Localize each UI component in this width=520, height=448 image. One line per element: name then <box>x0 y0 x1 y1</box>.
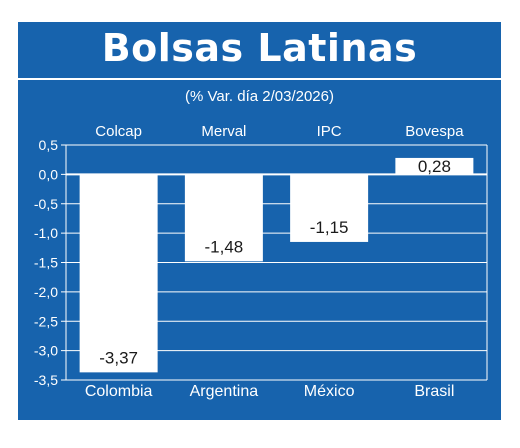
index-label: Merval <box>201 123 246 140</box>
y-tick-label: 0,0 <box>39 166 59 182</box>
bar-value-label: -1,15 <box>310 218 349 237</box>
category-label: México <box>304 383 355 400</box>
y-tick-label: -2,5 <box>34 313 58 329</box>
chart-title: Bolsas Latinas <box>101 26 418 70</box>
y-tick-label: 0,5 <box>39 137 59 153</box>
category-label: Colombia <box>85 383 153 400</box>
y-tick-label: -2,0 <box>34 284 58 300</box>
index-label: Bovespa <box>405 123 464 140</box>
y-tick-label: -3,0 <box>34 343 58 359</box>
bar-value-label: 0,28 <box>418 157 451 176</box>
bar-colombia <box>79 174 158 373</box>
category-label: Brasil <box>414 383 454 400</box>
bar-argentina <box>184 174 263 262</box>
bar-value-label: -1,48 <box>205 237 244 256</box>
bar-méxico <box>290 174 369 242</box>
category-label: Argentina <box>190 383 259 400</box>
index-label: Colcap <box>95 123 142 140</box>
chart-subtitle: (% Var. día 2/03/2026) <box>185 88 334 105</box>
bar-value-label: -3,37 <box>99 348 138 367</box>
bar-brasil <box>395 157 474 175</box>
y-tick-label: -0,5 <box>34 196 58 212</box>
y-tick-label: -1,0 <box>34 225 58 241</box>
title-band: Bolsas Latinas <box>18 22 501 80</box>
index-label: IPC <box>317 123 342 140</box>
y-tick-label: -3,5 <box>34 372 58 388</box>
y-tick-label: -1,5 <box>34 255 58 271</box>
